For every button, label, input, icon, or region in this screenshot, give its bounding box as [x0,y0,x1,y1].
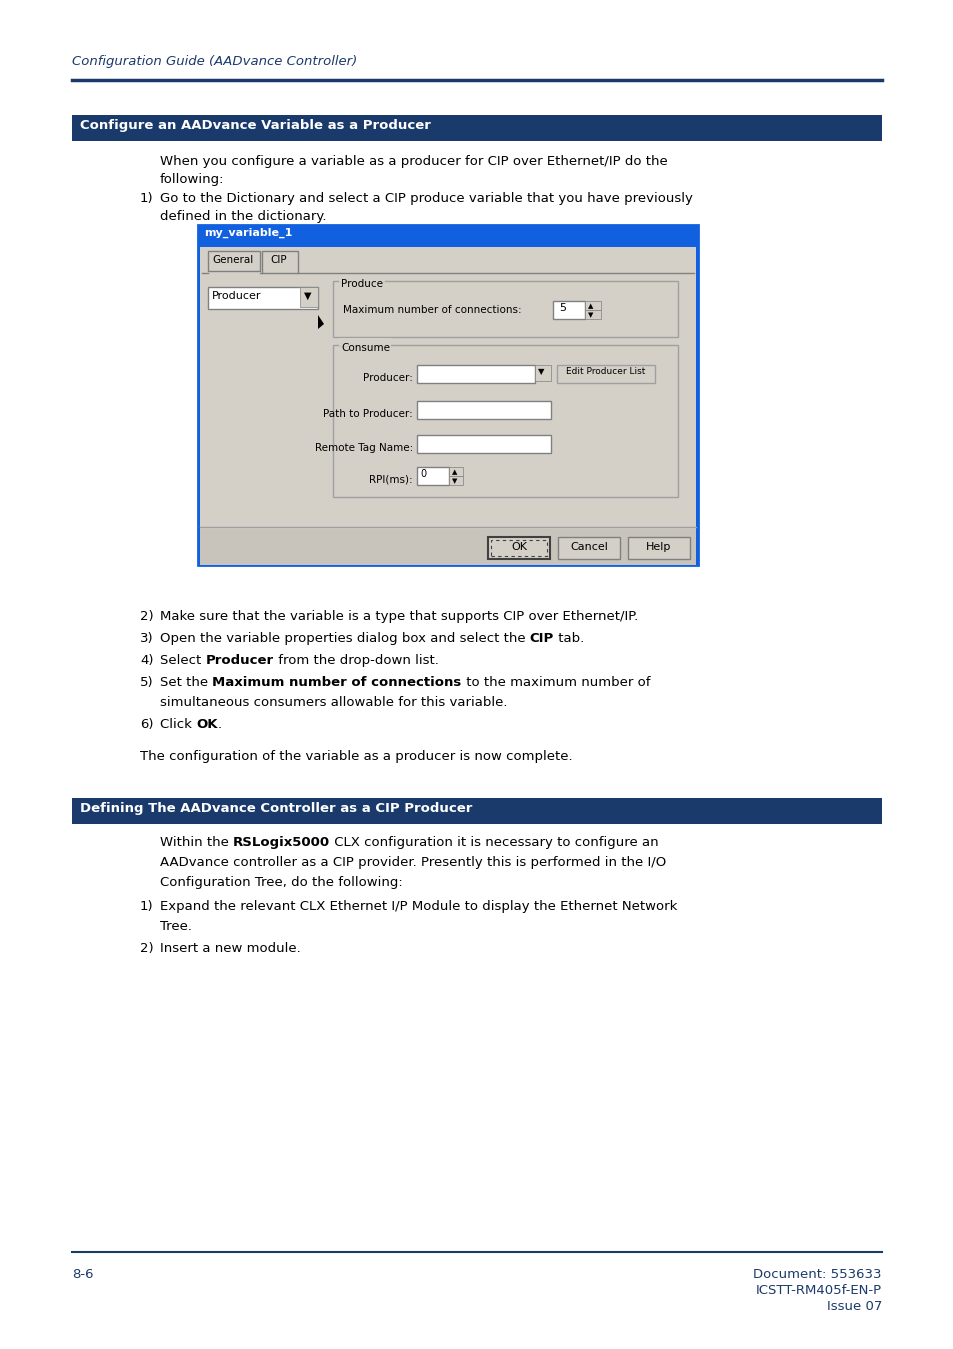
Text: Expand the relevant CLX Ethernet I/P Module to display the Ethernet Network: Expand the relevant CLX Ethernet I/P Mod… [160,900,677,913]
Text: The configuration of the variable as a producer is now complete.: The configuration of the variable as a p… [140,750,572,764]
Bar [71,799,882,824]
Text: 0: 0 [419,469,426,479]
Bar [200,247,696,565]
Text: RPI(ms):: RPI(ms): [369,475,413,486]
Bar [333,345,678,496]
Text: Insert a new module.: Insert a new module. [160,942,300,955]
Text: tab.: tab. [554,631,584,645]
Text: Configuration Guide (AADvance Controller): Configuration Guide (AADvance Controller… [71,55,356,67]
Bar [416,401,551,420]
Text: from the drop-down list.: from the drop-down list. [274,654,438,666]
Text: 5): 5) [140,676,153,689]
Text: Document: 553633: Document: 553633 [753,1268,882,1282]
Text: 1): 1) [140,900,153,913]
Bar [557,366,655,383]
Text: Open the variable properties dialog box and select the: Open the variable properties dialog box … [160,631,529,645]
Text: ▼: ▼ [304,291,312,301]
Text: Make sure that the variable is a type that supports CIP over Ethernet/IP.: Make sure that the variable is a type th… [160,610,638,623]
Text: Consume: Consume [340,343,390,353]
Bar [299,287,317,308]
Text: Producer:: Producer: [363,374,413,383]
Bar [416,467,449,486]
Text: AADvance controller as a CIP provider. Presently this is performed in the I/O: AADvance controller as a CIP provider. P… [160,857,665,869]
Bar [208,287,317,309]
Text: Issue 07: Issue 07 [825,1300,882,1313]
Text: 6): 6) [140,718,153,731]
Text: 1): 1) [140,192,153,205]
Text: Set the: Set the [160,676,213,689]
Text: ▼: ▼ [537,367,544,376]
Polygon shape [317,316,324,329]
Text: ▲: ▲ [452,469,456,475]
Text: 3): 3) [140,631,153,645]
Text: CIP: CIP [529,631,554,645]
Text: .: . [217,718,221,731]
Bar [71,115,882,142]
Text: following:: following: [160,173,224,186]
Bar [333,281,678,337]
Text: Path to Producer:: Path to Producer: [323,409,413,420]
Text: When you configure a variable as a producer for CIP over Ethernet/IP do the: When you configure a variable as a produ… [160,155,667,169]
Text: defined in the dictionary.: defined in the dictionary. [160,210,326,223]
Text: 2): 2) [140,942,153,955]
Bar [416,434,551,453]
Text: Go to the Dictionary and select a CIP produce variable that you have previously: Go to the Dictionary and select a CIP pr… [160,192,692,205]
Text: Tree.: Tree. [160,920,192,934]
Text: Produce: Produce [340,279,382,289]
Text: Select: Select [160,654,205,666]
Bar [449,476,462,486]
Text: 2): 2) [140,610,153,623]
Bar [584,310,600,318]
Bar [584,301,600,310]
Text: ▼: ▼ [587,312,593,318]
Text: simultaneous consumers allowable for this variable.: simultaneous consumers allowable for thi… [160,696,507,710]
Bar [198,225,698,565]
Text: Producer: Producer [205,654,274,666]
Text: to the maximum number of: to the maximum number of [461,676,649,689]
Text: Help: Help [645,542,671,552]
Bar [553,301,584,318]
Text: RSLogix5000: RSLogix5000 [233,836,330,849]
Bar [535,366,551,380]
Text: Edit Producer List: Edit Producer List [566,367,645,376]
Bar [200,227,696,246]
Text: Click: Click [160,718,196,731]
Text: Configuration Tree, do the following:: Configuration Tree, do the following: [160,876,402,889]
Bar [491,540,546,556]
Text: CIP: CIP [270,255,286,264]
Text: Maximum number of connections: Maximum number of connections [213,676,461,689]
Text: ICSTT-RM405f-EN-P: ICSTT-RM405f-EN-P [755,1284,882,1296]
Bar [449,467,462,476]
Bar [262,251,297,272]
Text: 5: 5 [558,304,565,313]
Bar [627,537,689,558]
Text: 4): 4) [140,654,153,666]
Text: ▲: ▲ [587,304,593,309]
Bar [338,274,385,282]
Text: 8-6: 8-6 [71,1268,93,1282]
Text: Defining The AADvance Controller as a CIP Producer: Defining The AADvance Controller as a CI… [80,803,472,815]
Text: Remote Tag Name:: Remote Tag Name: [314,442,413,453]
Text: my_variable_1: my_variable_1 [204,228,292,239]
Text: Cancel: Cancel [570,542,607,552]
Text: Producer: Producer [212,291,261,301]
Bar [338,339,391,345]
Text: CLX configuration it is necessary to configure an: CLX configuration it is necessary to con… [330,836,659,849]
Bar [488,537,550,558]
Text: Within the: Within the [160,836,233,849]
Text: General: General [212,255,253,264]
Text: ▼: ▼ [452,478,456,484]
Bar [558,537,619,558]
Text: Configure an AADvance Variable as a Producer: Configure an AADvance Variable as a Prod… [80,119,431,132]
Text: Maximum number of connections:: Maximum number of connections: [343,305,521,316]
Bar [208,251,260,271]
Bar [416,366,535,383]
Text: OK: OK [511,542,526,552]
Bar [200,529,696,565]
Text: OK: OK [196,718,217,731]
